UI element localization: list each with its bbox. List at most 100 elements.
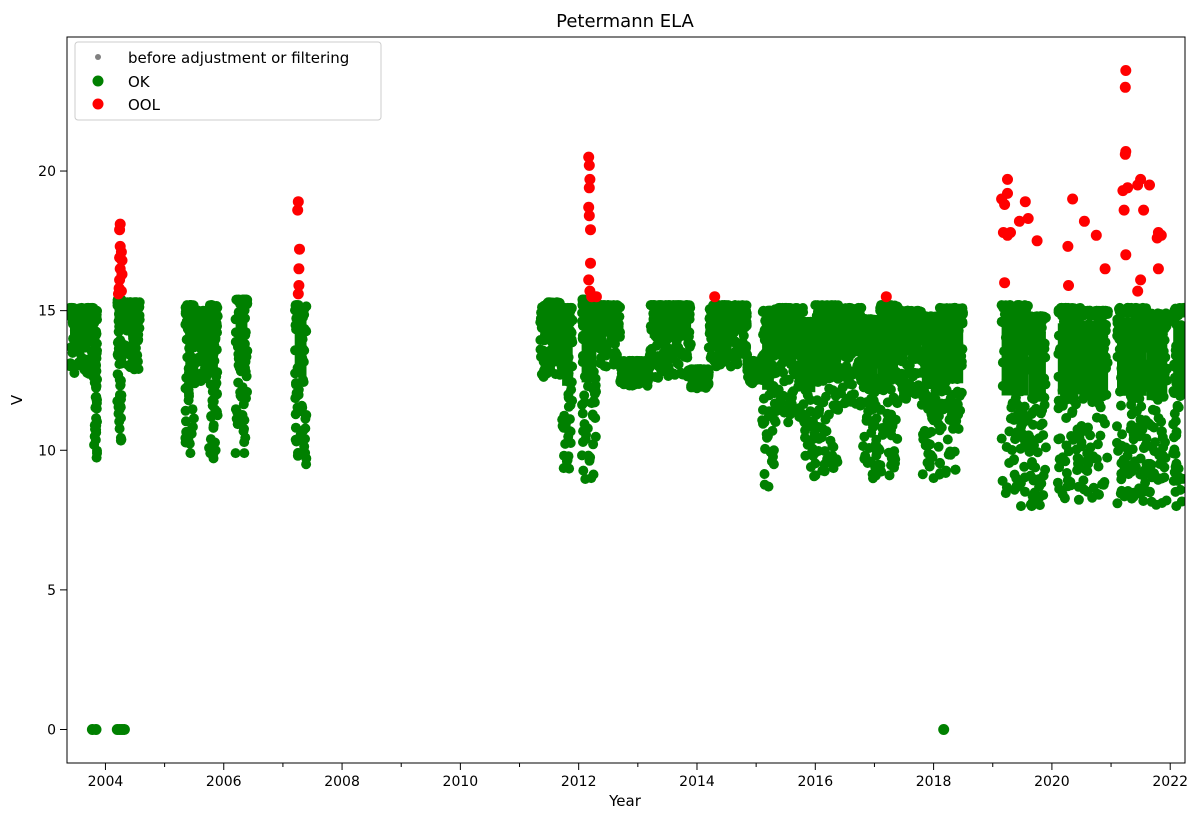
ok-point [933,441,944,452]
ok-point [1135,428,1146,439]
ok-dense-region [877,318,899,382]
ok-point [685,339,696,350]
ok-point [67,302,76,313]
legend-marker-before [95,54,101,60]
ok-point [1034,433,1044,444]
ool-point [115,285,127,297]
ok-band-19 [768,302,809,428]
ok-point [679,351,690,362]
ok-point [196,373,207,384]
ok-point [840,351,851,362]
ok-point [827,450,838,461]
ok-point [183,395,194,406]
ok-point [562,302,573,313]
ok-point [1079,425,1090,436]
ool-point [1062,240,1074,252]
ok-point [1095,306,1106,317]
ok-point [1073,494,1084,505]
ok-point [564,463,575,474]
ok-point [820,306,831,316]
ok-point [589,397,600,408]
ok-point [230,448,241,459]
ok-point [800,425,811,436]
ool-point [1135,274,1147,286]
ok-point [883,421,894,432]
ok-point [935,468,946,478]
ok-point [90,434,101,445]
ok-point [885,384,896,395]
ok-point [290,422,301,433]
ok-point [210,445,221,456]
x-tick-label: 2010 [443,774,479,790]
ok-point [578,294,589,305]
ok-point [773,303,784,313]
ok-point [1035,311,1046,322]
ok-point [1029,487,1040,498]
ok-point [240,294,250,305]
ok-point [842,393,853,404]
ok-dense-region [1081,325,1109,395]
ok-point [1076,437,1087,448]
ok-point [1061,440,1072,451]
ok-point [237,382,248,393]
ok-point [300,413,311,424]
ok-point [800,450,811,461]
ok-point [945,446,956,457]
ool-point [1022,213,1034,224]
ok-point [1112,498,1123,509]
ool-point [585,257,596,269]
legend-label: OOL [128,96,161,114]
ok-point [920,311,931,322]
ok-dense-region [294,317,307,377]
ok-point [1146,459,1157,470]
ok-point [115,380,126,391]
ok-band-10 [557,302,578,474]
ok-point [91,381,102,391]
ok-point [1170,486,1181,497]
ok-point [180,405,191,416]
ok-point [563,389,574,400]
ok-point [769,398,780,409]
ok-point [577,408,588,419]
ool-point [1002,187,1013,199]
ok-point [1038,490,1049,501]
ok-dense-region [620,362,650,373]
ok-point [866,405,877,415]
ok-point [818,397,829,408]
ok-point [884,470,895,481]
ool-point [590,291,602,303]
ok-dense-region [1146,328,1168,401]
ool-point [1120,249,1132,261]
x-tick-label: 2012 [561,774,597,790]
ok-point [1091,412,1102,423]
ok-point [886,300,896,311]
ok-point [1053,403,1064,414]
ool-point [1122,182,1134,194]
ok-point [923,403,933,414]
ok-point [230,404,241,415]
ok-point [907,387,918,397]
ok-point [116,434,127,445]
ok-point [936,422,947,433]
ok-point [886,409,897,420]
ok-dense-region [1117,323,1147,396]
ok-point [1094,399,1105,410]
ok-dense-region [235,311,248,369]
ok-point [1025,433,1036,444]
ool-point [1031,235,1043,247]
ok-point [1052,477,1063,488]
ool-point [114,218,126,230]
y-tick-label: 15 [38,304,56,320]
ok-point [1156,416,1167,427]
ok-point [1078,305,1089,316]
ool-point [583,159,595,171]
y-tick-label: 0 [47,722,56,738]
ok-point [805,462,816,472]
ok-point [738,330,749,341]
ok-band-32 [1112,302,1152,509]
ok-point [239,437,250,448]
ok-point [1000,488,1011,499]
ok-point [90,305,101,316]
ok-point [91,413,102,424]
